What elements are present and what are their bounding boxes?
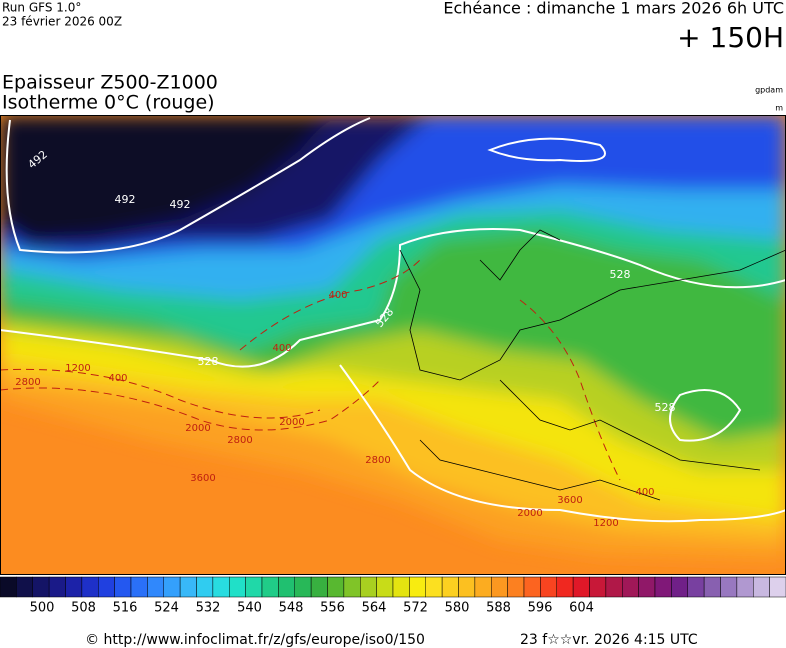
colorbar-swatch xyxy=(163,576,181,598)
colorbar-swatch xyxy=(343,576,361,598)
colorbar-swatch xyxy=(327,576,345,598)
contour-label: 400 xyxy=(272,343,291,354)
title-line1: Epaisseur Z500-Z1000 xyxy=(2,72,218,94)
contour-label: 400 xyxy=(635,487,654,498)
colorbar-swatch xyxy=(556,576,574,598)
colorbar-swatch xyxy=(720,576,738,598)
colorbar-swatch xyxy=(278,576,295,598)
generated: 23 f☆☆vr. 2026 4:15 UTC xyxy=(520,632,698,648)
colorbar-label: 580 xyxy=(445,601,470,616)
colorbar-swatch xyxy=(572,576,590,598)
colorbar-swatch xyxy=(229,576,246,598)
valid-time: Echéance : dimanche 1 mars 2026 6h UTC xyxy=(443,0,784,18)
colorbar-label: 556 xyxy=(320,601,345,616)
unit-bottom: m xyxy=(775,104,783,113)
colorbar-label: 548 xyxy=(279,601,304,616)
colorbar-swatch xyxy=(425,576,443,598)
colorbar-swatch xyxy=(212,576,230,598)
map: 492 492 492 528 528 528 528 400 400 400 … xyxy=(0,115,786,575)
contour-label: 400 xyxy=(328,290,347,301)
colorbar-swatch xyxy=(360,576,377,598)
contour-label: 1200 xyxy=(593,518,618,529)
contour-label: 492 xyxy=(115,193,136,206)
colorbar-label: 604 xyxy=(569,601,594,616)
colorbar-swatch xyxy=(540,576,557,598)
source: © http://www.infoclimat.fr/z/gfs/europe/… xyxy=(85,632,425,648)
colorbar-swatch xyxy=(147,576,164,598)
contour-label: 528 xyxy=(198,355,219,368)
colorbar-swatch xyxy=(376,576,394,598)
colorbar-swatch xyxy=(65,576,83,598)
colorbar: 500 508 516 524 532 540 548 556 564 572 580 588 596 6… xyxy=(0,576,786,616)
run: Run GFS 1.0° xyxy=(2,1,81,15)
run-date: 23 février 2026 00Z xyxy=(2,15,122,29)
contour-label: 2800 xyxy=(365,455,390,466)
colorbar-swatch xyxy=(409,576,426,598)
colorbar-swatch xyxy=(523,576,541,598)
colorbar-swatch xyxy=(130,576,148,598)
colorbar-swatch xyxy=(0,576,17,598)
contour-label: 400 xyxy=(108,373,127,384)
contour-label: 2000 xyxy=(279,417,304,428)
colorbar-swatch xyxy=(474,576,492,598)
colorbar-swatch xyxy=(294,576,312,598)
colorbar-swatch xyxy=(310,576,328,598)
colorbar-swatch xyxy=(261,576,279,598)
colorbar-swatch xyxy=(622,576,639,598)
colorbar-swatch xyxy=(671,576,688,598)
colorbar-swatch xyxy=(392,576,410,598)
colorbar-swatch xyxy=(703,576,721,598)
colorbar-swatch xyxy=(32,576,50,598)
colorbar-swatch xyxy=(589,576,607,598)
contour-label: 3600 xyxy=(557,495,582,506)
colorbar-label: 524 xyxy=(154,601,179,616)
title-line2: Isotherme 0°C (rouge) xyxy=(2,92,215,114)
contour-label: 492 xyxy=(170,198,191,211)
colorbar-swatch xyxy=(769,576,786,598)
colorbar-swatch xyxy=(441,576,459,598)
colorbar-swatch xyxy=(753,576,770,598)
contour-label: 2800 xyxy=(15,377,40,388)
contour-label: 2000 xyxy=(517,508,542,519)
colorbar-swatch xyxy=(179,576,197,598)
colorbar-swatch xyxy=(507,576,525,598)
contour-label: 3600 xyxy=(190,473,215,484)
colorbar-swatch xyxy=(654,576,672,598)
colorbar-label: 588 xyxy=(486,601,511,616)
colorbar-swatch xyxy=(114,576,132,598)
colorbar-label: 532 xyxy=(196,601,221,616)
colorbar-swatch xyxy=(736,576,754,598)
contour-label: 528 xyxy=(655,401,676,414)
contour-label: 1200 xyxy=(65,363,90,374)
colorbar-label: 596 xyxy=(528,601,553,616)
colorbar-label: 516 xyxy=(113,601,138,616)
colorbar-swatch xyxy=(491,576,508,598)
contour-label: 2800 xyxy=(227,435,252,446)
lead-time: + 150H xyxy=(677,21,784,54)
colorbar-label: 572 xyxy=(403,601,428,616)
colorbar-swatch xyxy=(458,576,476,598)
colorbar-swatch xyxy=(81,576,99,598)
contour-label: 528 xyxy=(610,268,631,281)
colorbar-label: 500 xyxy=(30,601,55,616)
colorbar-swatch xyxy=(48,576,66,598)
contour-label: 2000 xyxy=(185,423,210,434)
colorbar-swatch xyxy=(98,576,115,598)
colorbar-swatch xyxy=(638,576,656,598)
colorbar-label: 540 xyxy=(237,601,262,616)
unit-top: gpdam xyxy=(755,86,783,95)
colorbar-swatch xyxy=(687,576,705,598)
colorbar-swatch xyxy=(16,576,33,598)
colorbar-label: 508 xyxy=(71,601,96,616)
colorbar-swatch xyxy=(196,576,214,598)
colorbar-swatch xyxy=(245,576,263,598)
colorbar-label: 564 xyxy=(362,601,387,616)
colorbar-swatch xyxy=(605,576,623,598)
